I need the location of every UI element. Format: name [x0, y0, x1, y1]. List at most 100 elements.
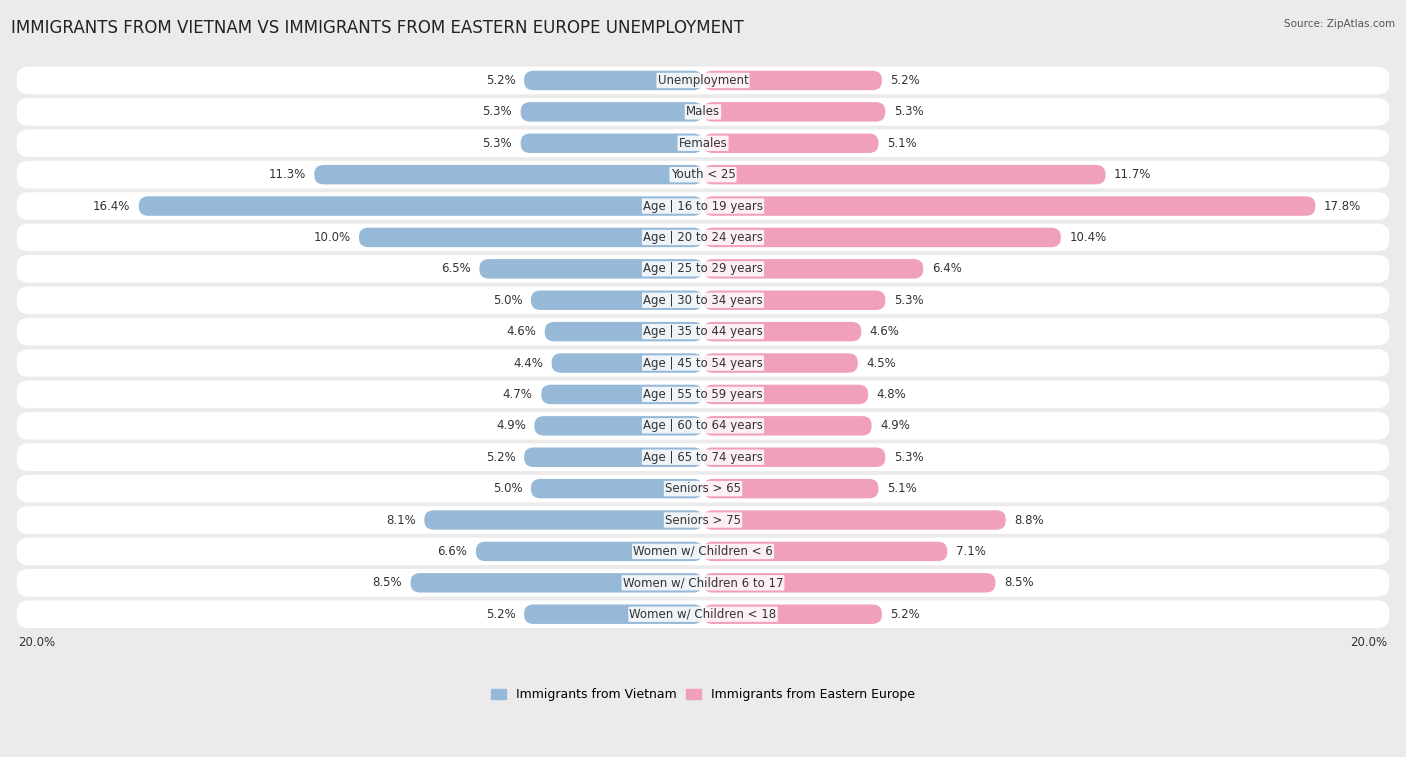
FancyBboxPatch shape	[17, 475, 1389, 503]
Text: 4.6%: 4.6%	[870, 326, 900, 338]
Text: 5.3%: 5.3%	[482, 137, 512, 150]
Text: 10.0%: 10.0%	[314, 231, 350, 244]
FancyBboxPatch shape	[17, 381, 1389, 408]
Text: 5.3%: 5.3%	[894, 450, 924, 464]
FancyBboxPatch shape	[17, 318, 1389, 345]
FancyBboxPatch shape	[534, 416, 703, 435]
Text: 5.3%: 5.3%	[894, 294, 924, 307]
FancyBboxPatch shape	[477, 542, 703, 561]
FancyBboxPatch shape	[17, 160, 1389, 188]
Text: 5.0%: 5.0%	[492, 294, 523, 307]
Text: Males: Males	[686, 105, 720, 118]
FancyBboxPatch shape	[17, 98, 1389, 126]
Text: IMMIGRANTS FROM VIETNAM VS IMMIGRANTS FROM EASTERN EUROPE UNEMPLOYMENT: IMMIGRANTS FROM VIETNAM VS IMMIGRANTS FR…	[11, 19, 744, 37]
FancyBboxPatch shape	[524, 70, 703, 90]
Text: 5.2%: 5.2%	[485, 450, 516, 464]
FancyBboxPatch shape	[703, 542, 948, 561]
Text: 8.5%: 8.5%	[1004, 576, 1033, 589]
FancyBboxPatch shape	[17, 192, 1389, 220]
FancyBboxPatch shape	[17, 349, 1389, 377]
Text: Youth < 25: Youth < 25	[671, 168, 735, 181]
Text: Women w/ Children 6 to 17: Women w/ Children 6 to 17	[623, 576, 783, 589]
Text: Source: ZipAtlas.com: Source: ZipAtlas.com	[1284, 19, 1395, 29]
Text: 6.5%: 6.5%	[441, 263, 471, 276]
FancyBboxPatch shape	[17, 506, 1389, 534]
Text: Unemployment: Unemployment	[658, 74, 748, 87]
Text: Age | 25 to 29 years: Age | 25 to 29 years	[643, 263, 763, 276]
Text: 4.5%: 4.5%	[866, 357, 896, 369]
Text: Women w/ Children < 18: Women w/ Children < 18	[630, 608, 776, 621]
FancyBboxPatch shape	[359, 228, 703, 248]
Text: 20.0%: 20.0%	[1350, 636, 1388, 649]
FancyBboxPatch shape	[703, 510, 1005, 530]
Text: Age | 35 to 44 years: Age | 35 to 44 years	[643, 326, 763, 338]
Text: Seniors > 65: Seniors > 65	[665, 482, 741, 495]
FancyBboxPatch shape	[703, 479, 879, 498]
Text: 8.8%: 8.8%	[1014, 513, 1043, 527]
Text: 17.8%: 17.8%	[1324, 200, 1361, 213]
FancyBboxPatch shape	[17, 412, 1389, 440]
Text: 6.6%: 6.6%	[437, 545, 467, 558]
FancyBboxPatch shape	[17, 67, 1389, 95]
FancyBboxPatch shape	[544, 322, 703, 341]
Text: 11.7%: 11.7%	[1114, 168, 1152, 181]
Text: Seniors > 75: Seniors > 75	[665, 513, 741, 527]
Text: 8.1%: 8.1%	[387, 513, 416, 527]
Text: 5.3%: 5.3%	[894, 105, 924, 118]
Text: 5.2%: 5.2%	[890, 74, 921, 87]
FancyBboxPatch shape	[703, 385, 868, 404]
FancyBboxPatch shape	[411, 573, 703, 593]
FancyBboxPatch shape	[703, 354, 858, 372]
Text: 5.2%: 5.2%	[485, 608, 516, 621]
FancyBboxPatch shape	[531, 291, 703, 310]
Text: 5.1%: 5.1%	[887, 482, 917, 495]
Text: 5.1%: 5.1%	[887, 137, 917, 150]
Text: 4.8%: 4.8%	[877, 388, 907, 401]
Text: 4.9%: 4.9%	[496, 419, 526, 432]
FancyBboxPatch shape	[703, 196, 1316, 216]
FancyBboxPatch shape	[524, 447, 703, 467]
Text: 5.2%: 5.2%	[485, 74, 516, 87]
FancyBboxPatch shape	[425, 510, 703, 530]
FancyBboxPatch shape	[703, 573, 995, 593]
FancyBboxPatch shape	[703, 228, 1060, 248]
Text: 11.3%: 11.3%	[269, 168, 305, 181]
FancyBboxPatch shape	[703, 322, 862, 341]
FancyBboxPatch shape	[551, 354, 703, 372]
FancyBboxPatch shape	[17, 537, 1389, 565]
FancyBboxPatch shape	[703, 605, 882, 624]
Text: 8.5%: 8.5%	[373, 576, 402, 589]
Text: Age | 65 to 74 years: Age | 65 to 74 years	[643, 450, 763, 464]
FancyBboxPatch shape	[17, 255, 1389, 282]
Text: 20.0%: 20.0%	[18, 636, 56, 649]
FancyBboxPatch shape	[17, 600, 1389, 628]
Text: 4.4%: 4.4%	[513, 357, 543, 369]
Text: Age | 16 to 19 years: Age | 16 to 19 years	[643, 200, 763, 213]
Text: 5.3%: 5.3%	[482, 105, 512, 118]
Text: Age | 55 to 59 years: Age | 55 to 59 years	[643, 388, 763, 401]
Text: 5.0%: 5.0%	[492, 482, 523, 495]
FancyBboxPatch shape	[703, 165, 1105, 185]
Text: 6.4%: 6.4%	[932, 263, 962, 276]
FancyBboxPatch shape	[703, 447, 886, 467]
FancyBboxPatch shape	[531, 479, 703, 498]
FancyBboxPatch shape	[703, 70, 882, 90]
Text: 4.7%: 4.7%	[503, 388, 533, 401]
FancyBboxPatch shape	[703, 133, 879, 153]
Text: 4.9%: 4.9%	[880, 419, 910, 432]
FancyBboxPatch shape	[524, 605, 703, 624]
Text: 5.2%: 5.2%	[890, 608, 921, 621]
FancyBboxPatch shape	[520, 102, 703, 122]
FancyBboxPatch shape	[541, 385, 703, 404]
FancyBboxPatch shape	[315, 165, 703, 185]
Text: 7.1%: 7.1%	[956, 545, 986, 558]
Text: 10.4%: 10.4%	[1070, 231, 1107, 244]
FancyBboxPatch shape	[703, 102, 886, 122]
Text: Females: Females	[679, 137, 727, 150]
FancyBboxPatch shape	[703, 291, 886, 310]
Text: Women w/ Children < 6: Women w/ Children < 6	[633, 545, 773, 558]
FancyBboxPatch shape	[17, 223, 1389, 251]
FancyBboxPatch shape	[703, 259, 924, 279]
Text: 16.4%: 16.4%	[93, 200, 131, 213]
Text: 4.6%: 4.6%	[506, 326, 536, 338]
